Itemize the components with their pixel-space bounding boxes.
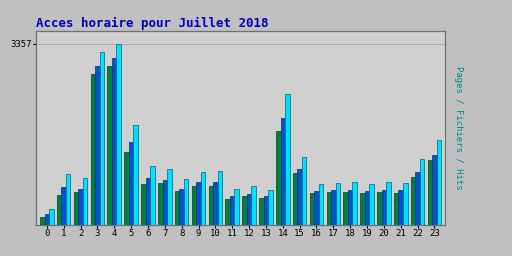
Bar [66,175,71,225]
Bar [179,188,184,225]
Bar [167,169,172,225]
Bar [45,215,49,225]
Bar [175,191,179,225]
Bar [201,172,205,225]
Bar [145,178,150,225]
Bar [100,52,104,225]
Bar [57,195,61,225]
Bar [310,193,314,225]
Bar [327,192,331,225]
Bar [61,187,66,225]
Bar [242,196,247,225]
Bar [191,186,196,225]
Bar [230,196,234,225]
Bar [285,94,290,225]
Bar [420,159,424,225]
Bar [213,182,218,225]
Bar [124,152,129,225]
Bar [95,66,100,225]
Bar [112,58,117,225]
Bar [369,184,374,225]
Bar [381,190,386,225]
Bar [336,183,340,225]
Bar [403,183,408,225]
Bar [78,188,83,225]
Bar [386,182,391,225]
Bar [91,74,95,225]
Bar [377,192,381,225]
Bar [259,198,264,225]
Bar [415,172,420,225]
Bar [319,184,323,225]
Text: Acces horaire pour Juillet 2018: Acces horaire pour Juillet 2018 [36,16,268,29]
Bar [411,177,415,225]
Bar [276,131,281,225]
Bar [83,178,88,225]
Y-axis label: Pages / Fichiers / Hits: Pages / Fichiers / Hits [454,66,463,190]
Bar [268,190,273,225]
Bar [141,184,145,225]
Bar [314,191,319,225]
Bar [394,193,398,225]
Bar [352,182,357,225]
Bar [365,191,369,225]
Bar [432,155,437,225]
Bar [196,182,201,225]
Bar [208,186,213,225]
Bar [129,142,133,225]
Bar [428,161,432,225]
Bar [150,166,155,225]
Bar [225,199,230,225]
Bar [302,157,307,225]
Bar [331,190,336,225]
Bar [158,183,162,225]
Bar [348,190,352,225]
Bar [184,179,188,225]
Bar [264,196,268,225]
Bar [162,180,167,225]
Bar [437,140,441,225]
Bar [40,217,45,225]
Bar [133,125,138,225]
Bar [108,66,112,225]
Bar [218,171,222,225]
Bar [247,194,251,225]
Bar [234,189,239,225]
Bar [360,193,365,225]
Bar [251,186,256,225]
Bar [49,209,54,225]
Bar [398,190,403,225]
Bar [117,44,121,225]
Bar [297,168,302,225]
Bar [281,118,285,225]
Bar [344,192,348,225]
Bar [74,192,78,225]
Bar [293,173,297,225]
